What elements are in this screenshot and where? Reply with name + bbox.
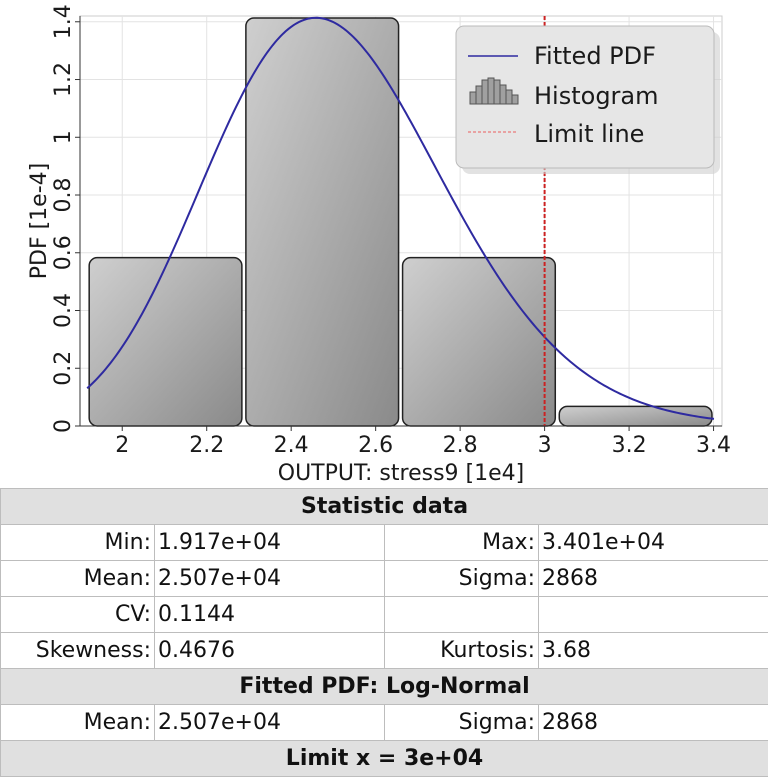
empty-cell bbox=[385, 597, 539, 633]
y-tick-label: 0.8 bbox=[51, 178, 76, 213]
table-row: Skewness: 0.4676 Kurtosis: 3.68 bbox=[1, 633, 768, 669]
histogram-bar bbox=[403, 258, 556, 426]
mean-label: Mean: bbox=[1, 561, 155, 597]
legend-pdf-label: Fitted PDF bbox=[534, 42, 656, 70]
fitted-sigma-label: Sigma: bbox=[385, 705, 539, 741]
fitted-sigma-value: 2868 bbox=[539, 705, 768, 741]
y-tick-label: 0 bbox=[51, 419, 76, 433]
fitted-mean-label: Mean: bbox=[1, 705, 155, 741]
x-tick-label: 3 bbox=[538, 433, 552, 458]
x-tick-label: 3.2 bbox=[612, 433, 647, 458]
skewness-label: Skewness: bbox=[1, 633, 155, 669]
y-tick-label: 0.2 bbox=[51, 351, 76, 386]
legend-limit-label: Limit line bbox=[534, 120, 644, 148]
table-row: Mean: 2.507e+04 Sigma: 2868 bbox=[1, 561, 768, 597]
y-tick-label: 1 bbox=[51, 130, 76, 144]
x-tick-label: 2.8 bbox=[443, 433, 478, 458]
x-tick-label: 2.6 bbox=[358, 433, 393, 458]
min-label: Min: bbox=[1, 525, 155, 561]
histogram-bar bbox=[246, 18, 399, 426]
fitted-pdf-header: Fitted PDF: Log-Normal bbox=[1, 669, 768, 705]
legend-histogram-icon-bar bbox=[470, 92, 476, 104]
statistic-data-header: Statistic data bbox=[1, 489, 768, 525]
fitted-mean-value: 2.507e+04 bbox=[155, 705, 385, 741]
legend-histogram-icon-bar bbox=[512, 95, 518, 104]
legend-histogram-label: Histogram bbox=[534, 82, 659, 110]
y-tick-label: 0.4 bbox=[51, 293, 76, 328]
x-tick-label: 2.2 bbox=[189, 433, 224, 458]
y-tick-label: 1.2 bbox=[51, 62, 76, 97]
table-row: Statistic data bbox=[1, 489, 768, 525]
table-row: Mean: 2.507e+04 Sigma: 2868 bbox=[1, 705, 768, 741]
kurtosis-label: Kurtosis: bbox=[385, 633, 539, 669]
legend-histogram-icon-bar bbox=[500, 85, 506, 104]
kurtosis-value: 3.68 bbox=[539, 633, 768, 669]
limit-header: Limit x = 3e+04 bbox=[1, 741, 768, 777]
legend-histogram-icon-bar bbox=[488, 78, 494, 104]
cv-value: 0.1144 bbox=[155, 597, 385, 633]
statistics-table: Statistic data Min: 1.917e+04 Max: 3.401… bbox=[0, 488, 768, 777]
y-axis-ticks: 0 0.2 0.4 0.6 0.8 1 1.2 1.4 bbox=[51, 4, 80, 433]
table-row: CV: 0.1144 bbox=[1, 597, 768, 633]
max-value: 3.401e+04 bbox=[539, 525, 768, 561]
sigma-value: 2868 bbox=[539, 561, 768, 597]
y-tick-label: 1.4 bbox=[51, 4, 76, 39]
max-label: Max: bbox=[385, 525, 539, 561]
legend-histogram-icon-bar bbox=[482, 80, 488, 104]
skewness-value: 0.4676 bbox=[155, 633, 385, 669]
legend-histogram-icon-bar bbox=[476, 86, 482, 104]
histogram-bar bbox=[559, 406, 712, 426]
min-value: 1.917e+04 bbox=[155, 525, 385, 561]
legend: Fitted PDF Histogram Limit line bbox=[456, 26, 720, 174]
legend-histogram-icon-bar bbox=[506, 90, 512, 104]
empty-cell bbox=[539, 597, 768, 633]
table-row: Limit x = 3e+04 bbox=[1, 741, 768, 777]
chart: 2 2.2 2.4 2.6 2.8 3 3.2 3.4 0 0.2 0.4 0.6 0.8 1 1.2 1.… bbox=[0, 0, 768, 488]
sigma-label: Sigma: bbox=[385, 561, 539, 597]
x-axis-ticks: 2 2.2 2.4 2.6 2.8 3 3.2 3.4 bbox=[80, 426, 731, 458]
y-axis-label: PDF [1e-4] bbox=[27, 163, 52, 280]
x-axis-label: OUTPUT: stress9 [1e4] bbox=[278, 461, 524, 486]
table-row: Min: 1.917e+04 Max: 3.401e+04 bbox=[1, 525, 768, 561]
x-tick-label: 2.4 bbox=[274, 433, 309, 458]
table-row: Fitted PDF: Log-Normal bbox=[1, 669, 768, 705]
x-tick-label: 3.4 bbox=[696, 433, 731, 458]
legend-histogram-icon-bar bbox=[494, 80, 500, 104]
mean-value: 2.507e+04 bbox=[155, 561, 385, 597]
cv-label: CV: bbox=[1, 597, 155, 633]
histogram-bar bbox=[89, 258, 242, 426]
x-tick-label: 2 bbox=[115, 433, 129, 458]
y-tick-label: 0.6 bbox=[51, 235, 76, 270]
